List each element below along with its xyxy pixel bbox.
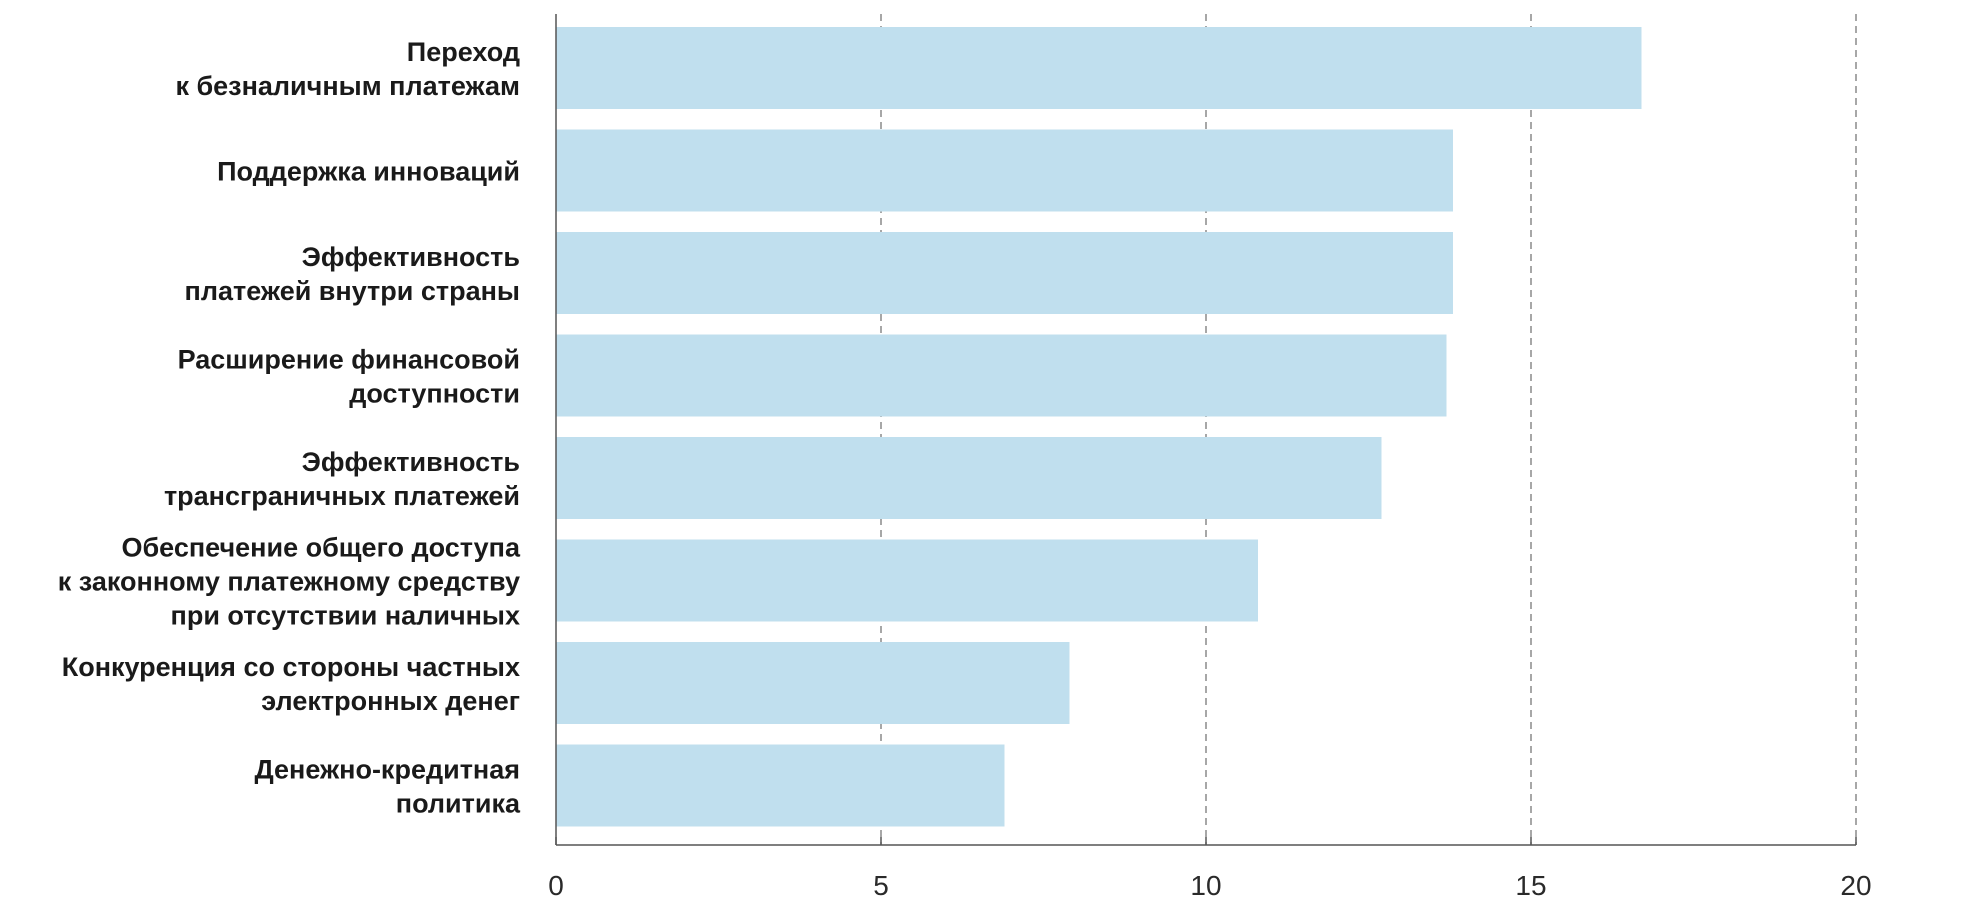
bar-8 bbox=[556, 744, 1005, 827]
bar-7 bbox=[556, 642, 1070, 724]
bar-5 bbox=[556, 437, 1382, 519]
category-label-line: Конкуренция со стороны частных bbox=[62, 652, 520, 682]
category-label-line: Обеспечение общего доступа bbox=[121, 533, 520, 563]
category-label-line: электронных денег bbox=[261, 686, 520, 716]
category-label-2: Поддержка инноваций bbox=[217, 157, 520, 187]
category-label-line: Поддержка инноваций bbox=[217, 157, 520, 187]
category-label-8: Денежно-кредитная политика bbox=[254, 755, 521, 819]
x-tick-label-20: 20 bbox=[1840, 870, 1871, 901]
x-tick-label-10: 10 bbox=[1190, 870, 1221, 901]
category-label-line: платежей внутри страны bbox=[185, 276, 520, 306]
bar-3 bbox=[556, 232, 1453, 314]
category-label-6: Обеспечение общего доступа к законному пл… bbox=[58, 533, 521, 631]
bar-4 bbox=[556, 334, 1447, 417]
category-label-line: трансграничных платежей bbox=[164, 481, 520, 511]
x-tick-label-15: 15 bbox=[1515, 870, 1546, 901]
category-label-3: Эффективность платежей внутри страны bbox=[185, 242, 520, 306]
bar-6 bbox=[556, 539, 1258, 622]
category-label-line: Эффективность bbox=[302, 447, 520, 477]
category-label-line: Денежно-кредитная bbox=[254, 755, 520, 785]
category-label-5: Эффективность трансграничных платежей bbox=[164, 447, 520, 511]
category-label-line: к безналичным платежам bbox=[175, 71, 520, 101]
x-tick-label-0: 0 bbox=[548, 870, 564, 901]
category-label-line: политика bbox=[396, 789, 521, 819]
category-label-4: Расширение финансовой доступности bbox=[178, 345, 520, 409]
x-tick-label-5: 5 bbox=[873, 870, 889, 901]
category-label-1: Переход к безналичным платежам bbox=[175, 37, 520, 101]
tick-label-layer: 0 5 10 15 20 bbox=[548, 870, 1871, 901]
bar-2 bbox=[556, 129, 1453, 212]
category-label-layer: Переход к безналичным платежам Поддержка и… bbox=[58, 37, 521, 819]
category-label-line: при отсутствии наличных bbox=[171, 601, 520, 631]
category-label-line: Расширение финансовой bbox=[178, 345, 520, 375]
bar-1 bbox=[556, 27, 1642, 109]
category-label-7: Конкуренция со стороны частных электронны… bbox=[62, 652, 520, 716]
category-label-line: Эффективность bbox=[302, 242, 520, 272]
category-label-line: к законному платежному средству bbox=[58, 567, 520, 597]
category-label-line: доступности bbox=[349, 379, 520, 409]
bar-layer bbox=[556, 27, 1642, 827]
axis-layer bbox=[555, 14, 1857, 846]
category-label-line: Переход bbox=[407, 37, 520, 67]
